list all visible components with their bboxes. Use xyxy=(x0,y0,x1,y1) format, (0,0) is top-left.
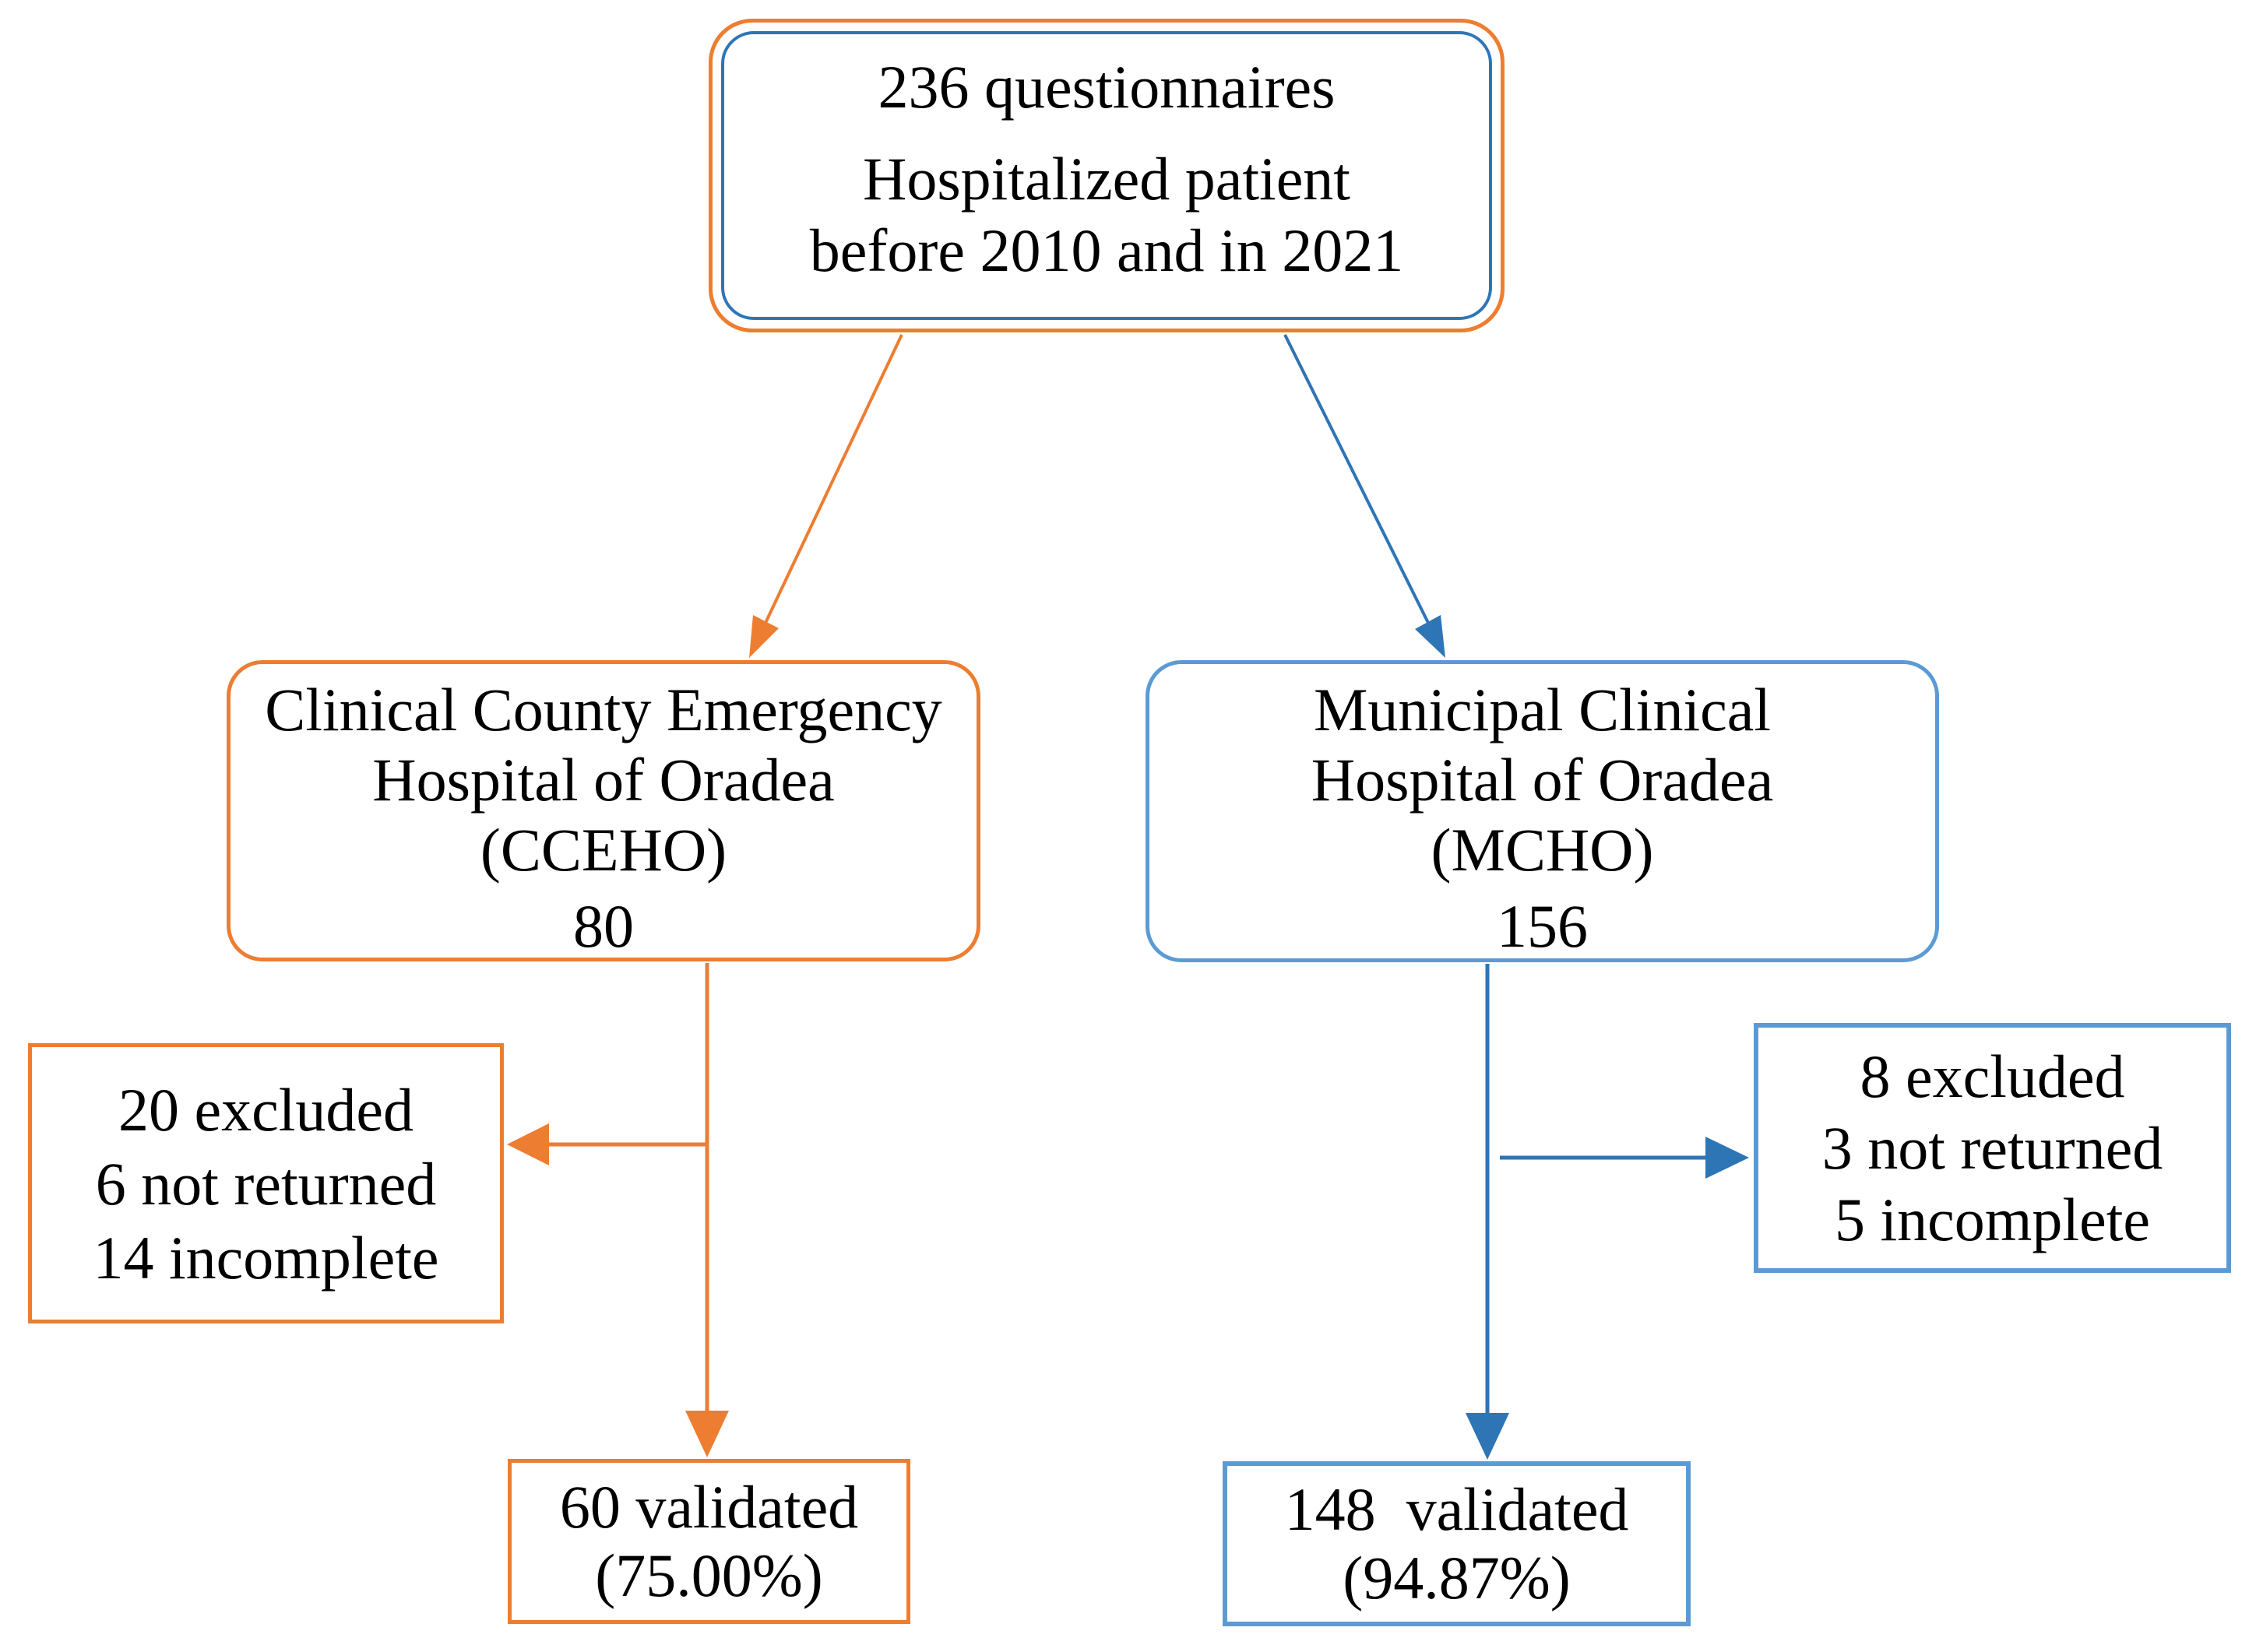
mcho-validated-percent: (94.87%) xyxy=(1343,1544,1571,1612)
arrow-root-to-mcho xyxy=(1283,334,1430,624)
cceho-box: Clinical County Emergency Hospital of Or… xyxy=(227,660,980,961)
cceho-count: 80 xyxy=(573,892,634,960)
cceho-excluded-not-returned: 6 not returned xyxy=(95,1149,437,1218)
arrowhead-mcho-to-validated xyxy=(1466,1413,1509,1460)
mcho-name-line2: Hospital of Oradea xyxy=(1311,746,1774,814)
cceho-name-line1: Clinical County Emergency xyxy=(265,676,942,743)
mcho-acronym: (MCHO) xyxy=(1431,816,1654,884)
cceho-excluded-box: 20 excluded 6 not returned 14 incomplete xyxy=(28,1043,504,1323)
root-box-inner-border: 236 questionnaires Hospitalized patient … xyxy=(721,31,1492,320)
mcho-validated-box: 148 validated (94.87%) xyxy=(1223,1461,1691,1626)
cceho-acronym: (CCEHO) xyxy=(480,816,727,884)
cceho-validated-box: 60 validated (75.00%) xyxy=(508,1459,910,1624)
root-description-line1: Hospitalized patient xyxy=(863,145,1350,213)
arrow-root-to-cceho xyxy=(764,334,903,624)
mcho-excluded-box: 8 excluded 3 not returned 5 incomplete xyxy=(1754,1023,2231,1273)
mcho-excluded-not-returned: 3 not returned xyxy=(1821,1113,2163,1182)
mcho-validated-count: 148 validated xyxy=(1284,1475,1629,1543)
cceho-validated-count: 60 validated xyxy=(559,1473,859,1541)
root-box: 236 questionnaires Hospitalized patient … xyxy=(709,19,1505,332)
mcho-count: 156 xyxy=(1497,892,1588,960)
arrowhead-root-to-cceho xyxy=(749,615,779,658)
arrowhead-mcho-to-excluded xyxy=(1705,1137,1749,1179)
mcho-excluded-total: 8 excluded xyxy=(1860,1042,2125,1110)
mcho-box: Municipal Clinical Hospital of Oradea (M… xyxy=(1146,660,1939,962)
cceho-validated-percent: (75.00%) xyxy=(595,1541,823,1609)
arrowhead-cceho-to-validated xyxy=(685,1411,729,1457)
root-description-line2: before 2010 and in 2021 xyxy=(809,216,1404,284)
cceho-excluded-incomplete: 14 incomplete xyxy=(93,1223,439,1292)
mcho-name-line1: Municipal Clinical xyxy=(1313,676,1772,743)
arrowhead-root-to-mcho xyxy=(1415,615,1445,658)
cceho-name-line2: Hospital of Oradea xyxy=(372,746,835,814)
root-total-count: 236 questionnaires xyxy=(878,53,1336,121)
arrowhead-cceho-to-excluded xyxy=(507,1123,549,1165)
cceho-excluded-total: 20 excluded xyxy=(118,1075,414,1144)
mcho-excluded-incomplete: 5 incomplete xyxy=(1834,1185,2151,1253)
